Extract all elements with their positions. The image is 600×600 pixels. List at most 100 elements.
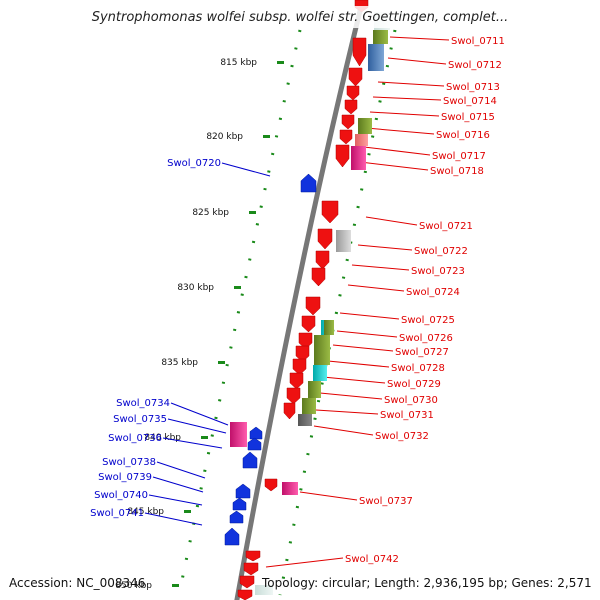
gene-label-forward[interactable]: Swol_0716 (436, 130, 490, 141)
gene-label-forward[interactable]: Swol_0717 (432, 151, 486, 162)
gene-label-forward[interactable]: Swol_0725 (401, 315, 455, 326)
gene-annotation-box[interactable] (355, 134, 368, 146)
tick-label: 825 kbp (192, 208, 229, 218)
gene-label-forward[interactable]: Swol_0713 (446, 82, 500, 93)
gene-annotation-box[interactable] (308, 381, 321, 398)
gene-label-forward[interactable]: Swol_0729 (387, 379, 441, 390)
forward-gene-arrow[interactable] (321, 200, 339, 224)
tick-mark (249, 211, 256, 214)
gene-annotation-box[interactable] (336, 230, 351, 252)
leader-line (144, 512, 203, 526)
gene-label-reverse[interactable]: Swol_0739 (98, 472, 152, 483)
forward-gene-arrow[interactable] (346, 85, 360, 101)
leader-line (327, 360, 390, 368)
forward-gene-arrow[interactable] (283, 402, 296, 420)
gene-label-reverse[interactable]: Swol_0735 (113, 414, 167, 425)
leader-line (347, 284, 405, 292)
gene-label-forward[interactable]: Swol_0724 (406, 287, 460, 298)
tick-mark (184, 510, 191, 513)
leader-line (322, 376, 386, 384)
forward-gene-arrow[interactable] (245, 550, 261, 562)
gene-label-forward[interactable]: Swol_0714 (443, 96, 497, 107)
reverse-gene-arrow[interactable] (249, 426, 263, 440)
forward-gene-arrow[interactable] (237, 589, 253, 600)
gene-label-forward[interactable]: Swol_0723 (411, 266, 465, 277)
tick-label: 845 kbp (127, 507, 164, 517)
reverse-gene-arrow[interactable] (300, 173, 317, 193)
gene-label-forward[interactable]: Swol_0727 (395, 347, 449, 358)
gene-label-forward[interactable]: Swol_0731 (380, 410, 434, 421)
genome-backbone (234, 0, 366, 600)
gene-annotation-box[interactable] (302, 398, 316, 414)
forward-gene-arrow[interactable] (264, 478, 278, 492)
gene-label-reverse[interactable]: Swol_0741 (90, 508, 144, 519)
label-leader-lines (144, 36, 450, 568)
gene-label-reverse[interactable]: Swol_0736 (108, 433, 162, 444)
tick-label: 830 kbp (177, 283, 214, 293)
reverse-gene-arrow[interactable] (232, 497, 247, 511)
gene-annotation-box[interactable] (255, 585, 273, 595)
gene-annotation-box[interactable] (298, 414, 312, 426)
forward-gene-arrow[interactable] (352, 37, 367, 67)
gene-annotation-box[interactable] (368, 44, 384, 71)
leader-line (167, 418, 227, 434)
forward-gene-arrow[interactable] (348, 67, 363, 87)
tick-mark (263, 135, 270, 138)
reverse-gene-arrow[interactable] (229, 510, 244, 524)
leader-line (170, 402, 229, 426)
forward-gene-arrow[interactable] (311, 267, 326, 287)
leader-line (369, 111, 440, 117)
forward-gene-arrow[interactable] (317, 228, 333, 250)
gene-label-forward[interactable]: Swol_0737 (359, 496, 413, 507)
tick-label: 850 kbp (115, 581, 152, 591)
forward-gene-arrow[interactable] (289, 372, 304, 390)
forward-gene-arrow[interactable] (305, 296, 321, 316)
tick-label: 835 kbp (161, 358, 198, 368)
forward-gene-arrow[interactable] (286, 387, 301, 405)
gene-feature-layer (224, 0, 390, 600)
gene-annotation-box[interactable] (324, 320, 334, 335)
gene-label-forward[interactable]: Swol_0722 (414, 246, 468, 257)
forward-gene-arrow[interactable] (341, 114, 355, 130)
gene-label-forward[interactable]: Swol_0730 (384, 395, 438, 406)
leader-line (365, 127, 435, 135)
forward-gene-arrow[interactable] (344, 99, 358, 115)
gene-label-forward[interactable]: Swol_0721 (419, 221, 473, 232)
leader-line (313, 425, 374, 436)
title-background (75, 6, 525, 28)
reverse-gene-arrow[interactable] (247, 437, 262, 451)
gene-label-forward[interactable]: Swol_0711 (451, 36, 505, 47)
gene-label-forward[interactable]: Swol_0726 (399, 333, 453, 344)
gene-annotation-box[interactable] (373, 30, 388, 44)
gene-label-forward[interactable]: Swol_0732 (375, 431, 429, 442)
gene-annotation-box[interactable] (314, 335, 330, 365)
gene-label-reverse[interactable]: Swol_0720 (167, 158, 221, 169)
gene-label-reverse[interactable]: Swol_0734 (116, 398, 170, 409)
gene-annotation-box[interactable] (313, 365, 327, 381)
gene-label-layer: Swol_0711 Swol_0712 Swol_0713 Swol_0714 Swol… (90, 36, 505, 565)
gene-annotation-box[interactable] (351, 146, 366, 170)
gene-annotation-box[interactable] (282, 482, 298, 495)
gene-label-forward[interactable]: Swol_0715 (441, 112, 495, 123)
reverse-gene-arrow[interactable] (235, 483, 251, 499)
gene-annotation-box[interactable] (358, 118, 372, 134)
forward-gene-arrow[interactable] (243, 562, 259, 576)
forward-gene-arrow[interactable] (301, 315, 316, 333)
reverse-gene-arrow[interactable] (242, 451, 258, 469)
forward-gene-arrow[interactable] (239, 575, 255, 589)
leader-line (315, 409, 379, 415)
forward-gene-arrow[interactable] (315, 250, 330, 270)
reverse-gene-arrow[interactable] (224, 527, 240, 546)
gene-label-forward[interactable]: Swol_0718 (430, 166, 484, 177)
gene-label-forward[interactable]: Swol_0742 (345, 554, 399, 565)
gene-label-forward[interactable]: Swol_0728 (391, 363, 445, 374)
forward-gene-arrow[interactable] (292, 358, 307, 376)
gene-annotation-box[interactable] (230, 422, 247, 447)
gene-label-reverse[interactable]: Swol_0740 (94, 490, 148, 501)
leader-line (372, 96, 442, 101)
gene-label-forward[interactable]: Swol_0712 (448, 60, 502, 71)
gene-label-reverse[interactable]: Swol_0738 (102, 457, 156, 468)
forward-gene-arrow[interactable] (339, 129, 353, 145)
forward-gene-arrow[interactable] (335, 144, 350, 168)
